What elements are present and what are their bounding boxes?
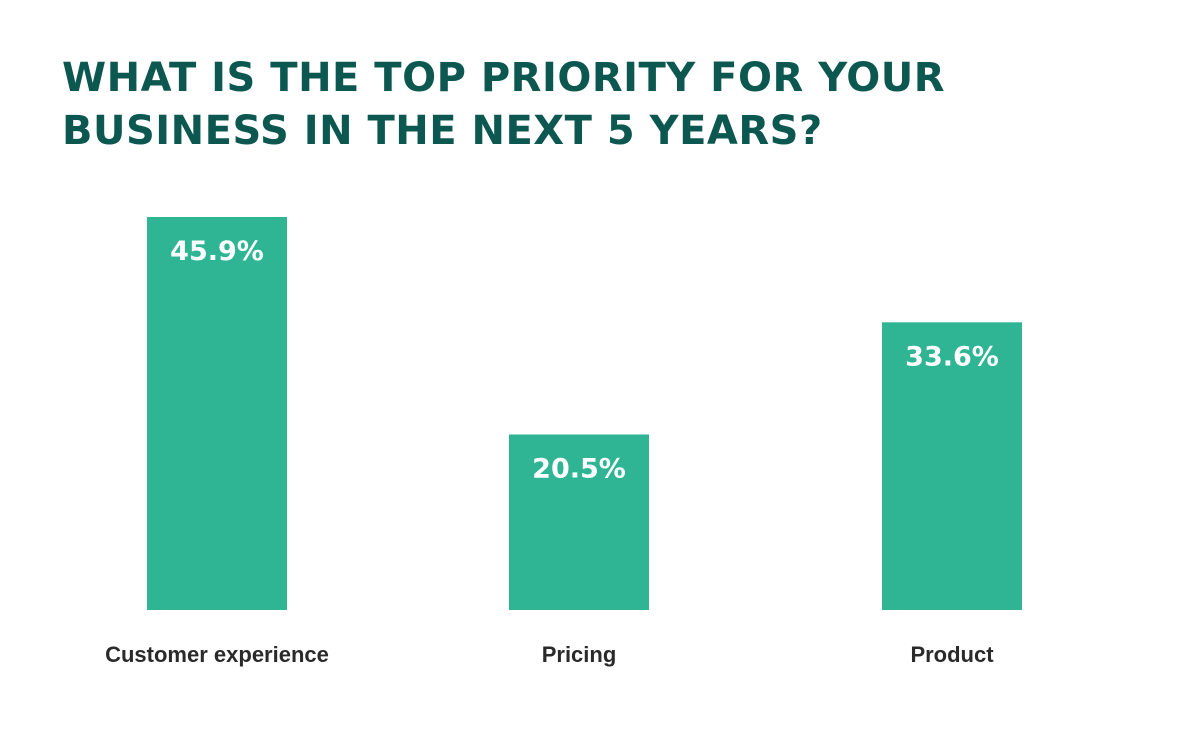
value-label: 33.6% — [905, 341, 999, 372]
bar-pricing — [509, 434, 649, 610]
value-label: 20.5% — [532, 453, 626, 484]
bar-customer-experience — [147, 217, 287, 610]
bar-product — [882, 322, 1022, 610]
category-label: Product — [910, 642, 994, 667]
category-label: Pricing — [542, 642, 617, 667]
chart-title: WHAT IS THE TOP PRIORITY FOR YOUR BUSINE… — [62, 55, 946, 154]
category-label: Customer experience — [105, 642, 329, 667]
value-label: 45.9% — [170, 236, 264, 267]
